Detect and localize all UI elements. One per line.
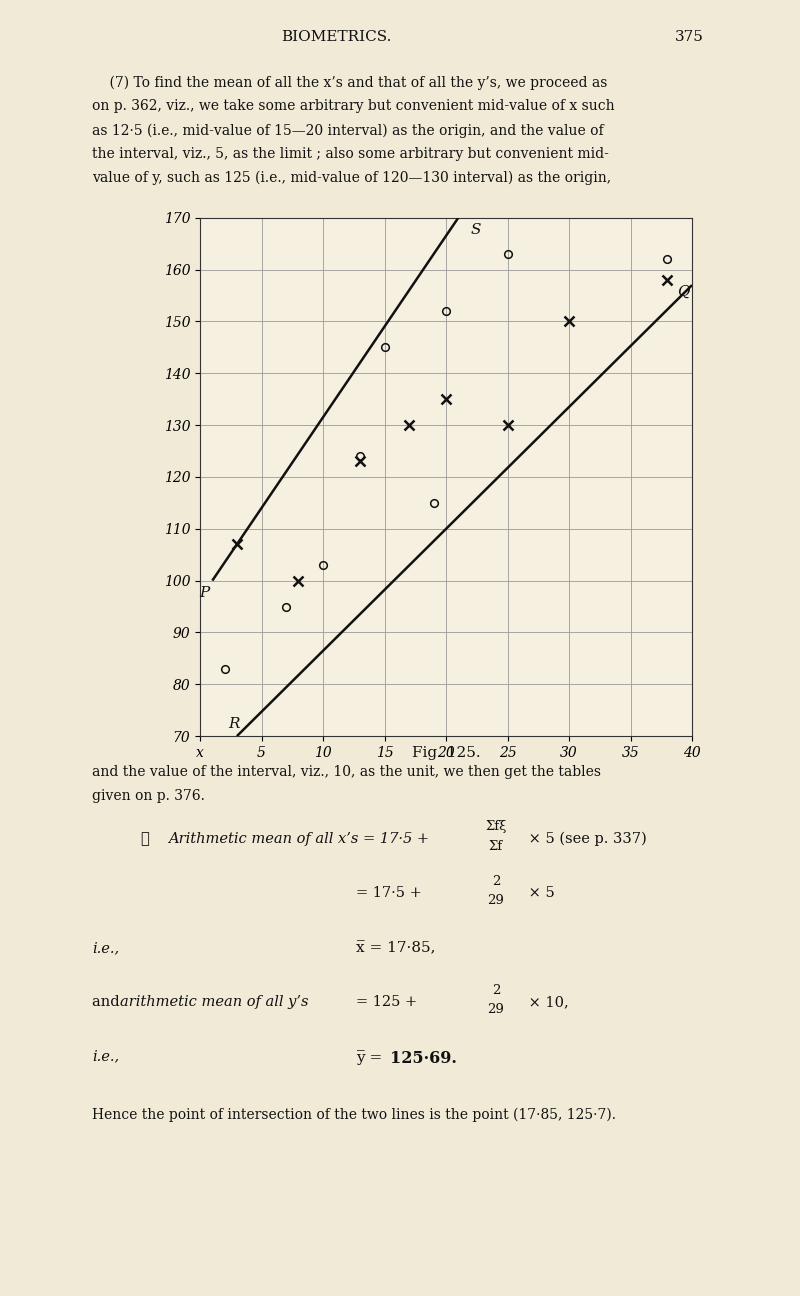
Text: Q: Q — [678, 285, 690, 299]
Text: 29: 29 — [487, 1003, 505, 1016]
Text: = 125 +: = 125 + — [356, 995, 422, 1010]
Text: P: P — [199, 586, 210, 600]
Text: and: and — [92, 995, 124, 1010]
Text: Σf: Σf — [489, 840, 503, 853]
Text: and the value of the interval, viz., 10, as the unit, we then get the tables: and the value of the interval, viz., 10,… — [92, 765, 601, 779]
Text: 375: 375 — [675, 30, 704, 44]
Text: Arithmetic mean of all x’s = 17·5 +: Arithmetic mean of all x’s = 17·5 + — [168, 832, 434, 846]
Text: × 5: × 5 — [524, 886, 554, 901]
Text: × 10,: × 10, — [524, 995, 569, 1010]
Text: S: S — [470, 223, 481, 237]
Text: × 5 (see p. 337): × 5 (see p. 337) — [524, 832, 646, 846]
Text: 2: 2 — [492, 984, 500, 997]
Text: Hence the point of intersection of the two lines is the point (17·85, 125·7).: Hence the point of intersection of the t… — [92, 1108, 616, 1122]
Text: (7) To find the mean of all the x’s and that of all the y’s, we proceed as: (7) To find the mean of all the x’s and … — [92, 75, 607, 89]
Text: arithmetic mean of all y’s: arithmetic mean of all y’s — [120, 995, 309, 1010]
Text: on p. 362, viz., we take some arbitrary but convenient mid-value of x such: on p. 362, viz., we take some arbitrary … — [92, 100, 614, 113]
Text: i.e.,: i.e., — [92, 941, 119, 955]
Text: given on p. 376.: given on p. 376. — [92, 788, 205, 802]
Text: 2: 2 — [492, 875, 500, 888]
Text: x̅ = 17·85,: x̅ = 17·85, — [356, 941, 435, 955]
Text: y̅ =: y̅ = — [356, 1050, 387, 1064]
Text: the interval, viz., 5, as the limit ; also some arbitrary but convenient mid-: the interval, viz., 5, as the limit ; al… — [92, 148, 609, 161]
Text: i.e.,: i.e., — [92, 1050, 119, 1064]
Text: Fig. 125.: Fig. 125. — [412, 746, 481, 761]
Text: Σfξ: Σfξ — [486, 820, 506, 833]
Text: R: R — [228, 717, 239, 731]
Text: value of y, such as 125 (i.e., mid-value of 120—130 interval) as the origin,: value of y, such as 125 (i.e., mid-value… — [92, 171, 611, 185]
Text: BIOMETRICS.: BIOMETRICS. — [281, 30, 391, 44]
Text: ∴: ∴ — [140, 832, 149, 846]
Text: 125·69.: 125·69. — [390, 1050, 457, 1067]
Text: as 12·5 (i.e., mid-value of 15—20 interval) as the origin, and the value of: as 12·5 (i.e., mid-value of 15—20 interv… — [92, 123, 604, 137]
Text: 29: 29 — [487, 894, 505, 907]
Text: = 17·5 +: = 17·5 + — [356, 886, 426, 901]
